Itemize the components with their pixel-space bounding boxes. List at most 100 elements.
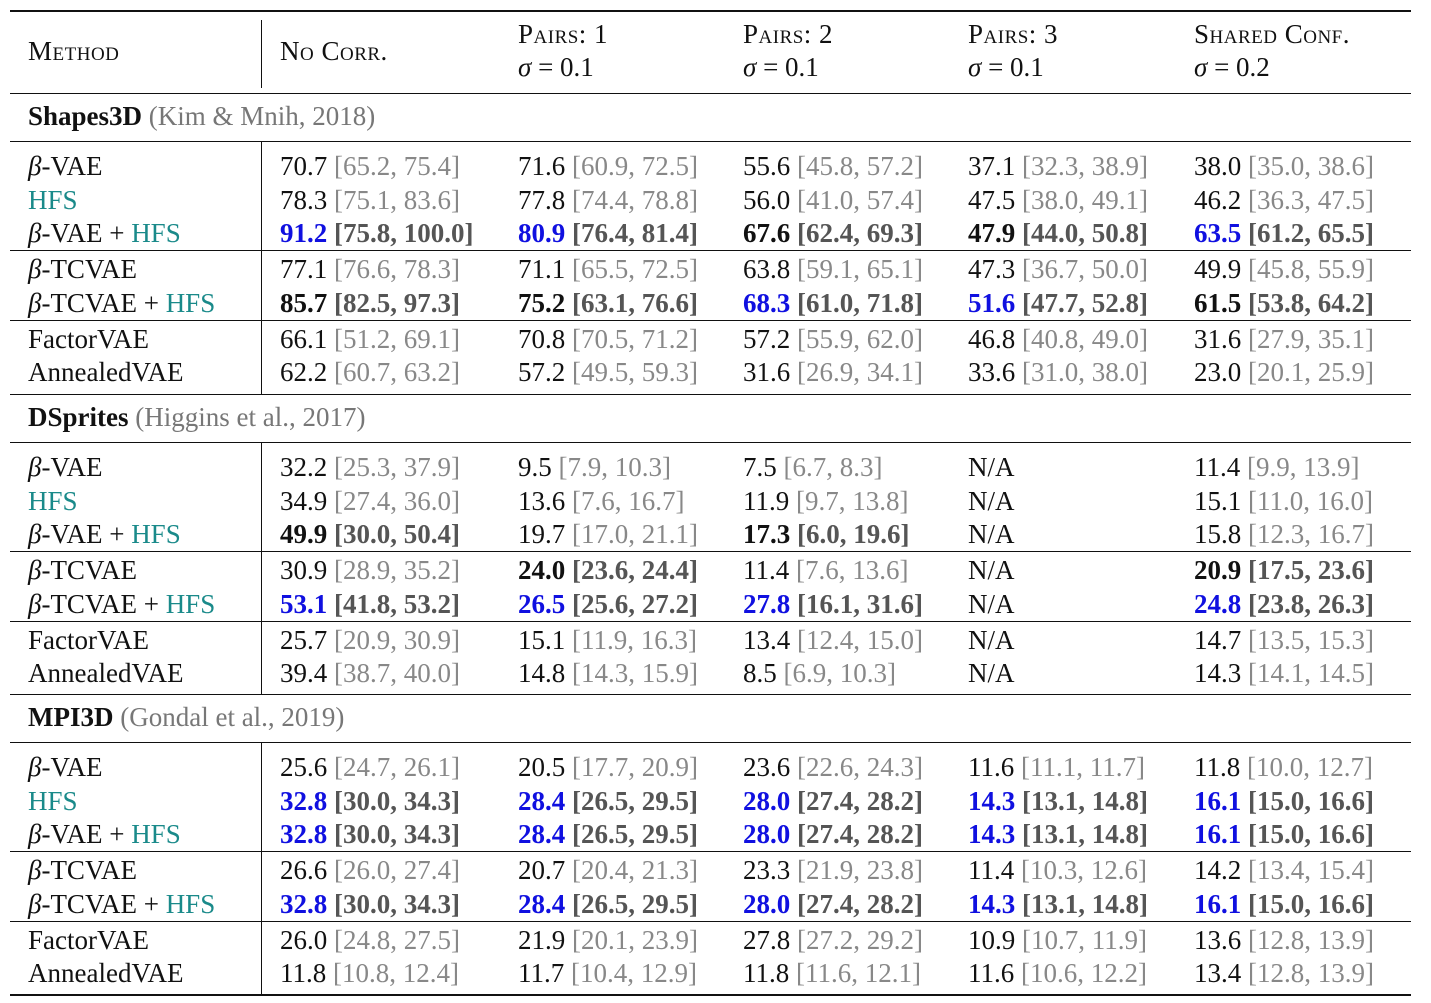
- confidence-interval: [15.0, 16.6]: [1248, 819, 1374, 850]
- confidence-interval: [25.3, 37.9]: [334, 452, 460, 482]
- score-value: 46.2: [1194, 184, 1242, 215]
- confidence-interval: [9.9, 13.9]: [1247, 452, 1360, 482]
- score-value: 11.6: [968, 752, 1015, 782]
- score-value: 7.5: [743, 452, 777, 482]
- score-value: 9.5: [518, 452, 552, 482]
- score-value: 28.4: [518, 785, 566, 816]
- score-value: 63.8: [743, 254, 791, 285]
- confidence-interval: [65.5, 72.5]: [572, 254, 698, 285]
- confidence-interval: [10.3, 12.6]: [1021, 855, 1147, 886]
- confidence-interval: [75.8, 100.0]: [334, 218, 474, 249]
- score-value: 70.7: [280, 151, 328, 181]
- score-cell: 38.0 [35.0, 38.6]: [1194, 150, 1374, 182]
- score-cell: 17.3 [6.0, 19.6]: [743, 518, 909, 550]
- confidence-interval: [17.7, 20.9]: [572, 752, 698, 782]
- score-value: 37.1: [968, 151, 1016, 181]
- score-cell: 66.1 [51.2, 69.1]: [280, 323, 460, 355]
- score-cell: 25.7 [20.9, 30.9]: [280, 624, 460, 656]
- confidence-interval: [27.4, 36.0]: [334, 485, 460, 516]
- score-cell: N/A: [968, 588, 1015, 620]
- confidence-interval: [62.4, 69.3]: [797, 218, 923, 249]
- confidence-interval: [10.6, 12.2]: [1021, 958, 1147, 989]
- score-cell: 28.0 [27.4, 28.2]: [743, 785, 923, 817]
- confidence-interval: [30.0, 34.3]: [334, 819, 460, 850]
- score-cell: 10.9 [10.7, 11.9]: [968, 924, 1147, 956]
- score-value: 34.9: [280, 485, 328, 516]
- score-value: 71.6: [518, 151, 566, 181]
- score-value: N/A: [968, 624, 1015, 655]
- confidence-interval: [30.0, 50.4]: [334, 519, 460, 550]
- score-cell: 14.2 [13.4, 15.4]: [1194, 854, 1374, 886]
- score-value: 19.7: [518, 519, 566, 550]
- score-cell: 47.3 [36.7, 50.0]: [968, 253, 1148, 285]
- score-value: 28.0: [743, 785, 791, 816]
- score-cell: 56.0 [41.0, 57.4]: [743, 184, 923, 216]
- score-value: 62.2: [280, 357, 328, 388]
- score-value: 14.3: [1194, 658, 1242, 689]
- score-cell: 61.5 [53.8, 64.2]: [1194, 287, 1374, 319]
- score-cell: 25.6 [24.7, 26.1]: [280, 751, 460, 783]
- score-cell: 68.3 [61.0, 71.8]: [743, 287, 923, 319]
- score-cell: 77.1 [76.6, 78.3]: [280, 253, 460, 285]
- score-value: 32.2: [280, 452, 328, 482]
- score-value: 24.0: [518, 555, 566, 586]
- score-cell: 16.1 [15.0, 16.6]: [1194, 888, 1374, 920]
- group-rule: [10, 250, 1411, 252]
- confidence-interval: [27.9, 35.1]: [1248, 323, 1374, 354]
- confidence-interval: [74.4, 78.8]: [572, 184, 698, 215]
- confidence-interval: [82.5, 97.3]: [334, 287, 460, 318]
- confidence-interval: [45.8, 57.2]: [797, 151, 923, 181]
- confidence-interval: [16.1, 31.6]: [797, 588, 923, 619]
- score-cell: 20.9 [17.5, 23.6]: [1194, 554, 1374, 586]
- score-cell: 16.1 [15.0, 16.6]: [1194, 785, 1374, 817]
- score-value: 85.7: [280, 287, 328, 318]
- score-cell: 71.1 [65.5, 72.5]: [518, 253, 698, 285]
- confidence-interval: [76.6, 78.3]: [334, 254, 460, 285]
- confidence-interval: [44.0, 50.8]: [1022, 218, 1148, 249]
- score-cell: 28.0 [27.4, 28.2]: [743, 818, 923, 850]
- confidence-interval: [13.1, 14.8]: [1022, 785, 1148, 816]
- score-cell: 11.8 [11.6, 12.1]: [743, 957, 921, 989]
- score-value: N/A: [968, 519, 1015, 550]
- confidence-interval: [13.5, 15.3]: [1248, 624, 1374, 655]
- column-separator: [261, 743, 262, 995]
- score-cell: 14.3 [13.1, 14.8]: [968, 888, 1148, 920]
- score-cell: N/A: [968, 518, 1015, 550]
- confidence-interval: [28.9, 35.2]: [334, 555, 460, 586]
- score-cell: 26.0 [24.8, 27.5]: [280, 924, 460, 956]
- score-value: 23.6: [743, 752, 791, 782]
- confidence-interval: [25.6, 27.2]: [572, 588, 698, 619]
- section-divider: [10, 694, 1411, 695]
- confidence-interval: [11.0, 16.0]: [1248, 485, 1373, 516]
- score-value: 67.6: [743, 218, 791, 249]
- confidence-interval: [24.7, 26.1]: [334, 752, 460, 782]
- confidence-interval: [26.9, 34.1]: [797, 357, 923, 388]
- method-name: HFS: [28, 184, 78, 215]
- score-value: 14.2: [1194, 855, 1242, 886]
- score-value: 14.8: [518, 658, 566, 689]
- confidence-interval: [59.1, 65.1]: [797, 254, 923, 285]
- method-name: β-VAE: [28, 151, 103, 181]
- score-cell: N/A: [968, 485, 1015, 517]
- score-value: 20.7: [518, 855, 566, 886]
- score-cell: 31.6 [27.9, 35.1]: [1194, 323, 1374, 355]
- confidence-interval: [24.8, 27.5]: [334, 924, 460, 955]
- score-cell: 32.2 [25.3, 37.9]: [280, 451, 460, 483]
- confidence-interval: [6.0, 19.6]: [797, 519, 910, 550]
- score-value: 16.1: [1194, 785, 1242, 816]
- score-cell: 85.7 [82.5, 97.3]: [280, 287, 460, 319]
- confidence-interval: [41.0, 57.4]: [797, 184, 923, 215]
- score-cell: 46.8 [40.8, 49.0]: [968, 323, 1148, 355]
- score-value: 23.3: [743, 855, 791, 886]
- score-value: 20.5: [518, 752, 566, 782]
- score-cell: 46.2 [36.3, 47.5]: [1194, 184, 1374, 216]
- score-value: 66.1: [280, 323, 328, 354]
- score-value: 38.0: [1194, 151, 1242, 181]
- confidence-interval: [61.0, 71.8]: [797, 287, 923, 318]
- score-value: N/A: [968, 452, 1015, 482]
- score-value: 8.5: [743, 658, 777, 689]
- confidence-interval: [60.7, 63.2]: [334, 357, 460, 388]
- score-cell: 63.5 [61.2, 65.5]: [1194, 217, 1374, 249]
- score-cell: 11.4 [9.9, 13.9]: [1194, 451, 1359, 483]
- score-value: 32.8: [280, 888, 328, 919]
